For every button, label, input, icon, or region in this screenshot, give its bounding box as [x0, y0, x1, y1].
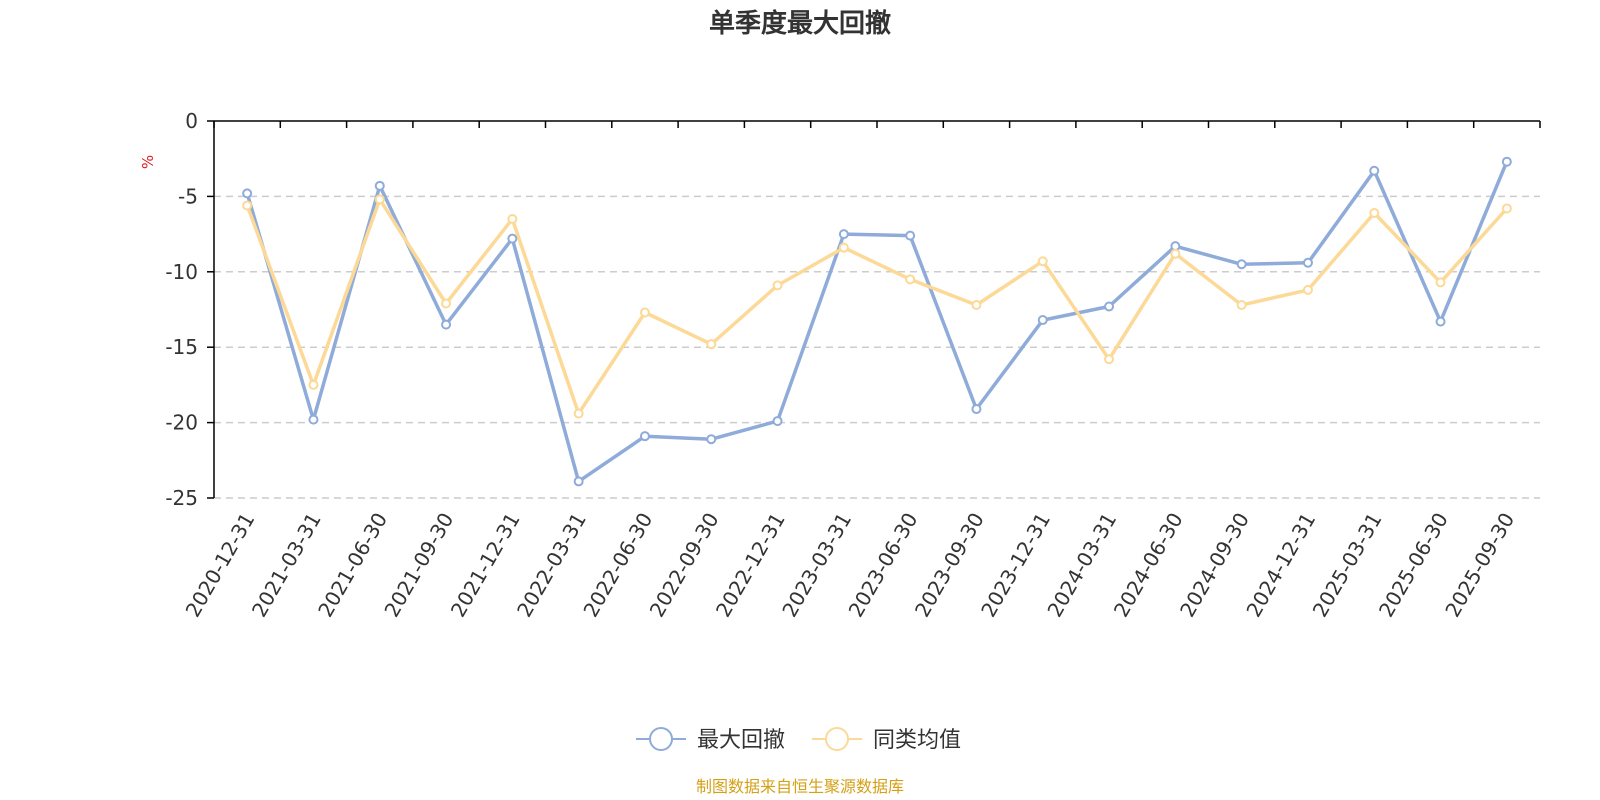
series-markers-1 — [242, 156, 1512, 487]
data-point — [772, 280, 783, 291]
data-point — [838, 229, 849, 240]
x-tick-label: 2024-09-30 — [1175, 509, 1254, 622]
data-point — [573, 476, 584, 487]
x-tick-label: 2022-03-31 — [512, 509, 591, 622]
x-tick-label: 2023-06-30 — [844, 509, 923, 622]
x-tick-label: 2022-09-30 — [645, 509, 724, 622]
data-point — [1501, 156, 1512, 167]
data-point — [639, 307, 650, 318]
data-point — [1501, 203, 1512, 214]
data-point — [308, 379, 319, 390]
data-point — [1236, 259, 1247, 270]
data-point — [706, 434, 717, 445]
x-tick-label: 2023-12-31 — [976, 509, 1055, 622]
data-point — [838, 242, 849, 253]
series-1 — [245, 161, 1509, 484]
data-point — [507, 214, 518, 225]
x-tick-label: 2020-12-31 — [181, 509, 260, 622]
x-tick-label: 2023-03-31 — [777, 509, 856, 622]
series-markers-2 — [242, 194, 1512, 419]
data-point — [1037, 315, 1048, 326]
chart-title: 单季度最大回撤 — [709, 8, 891, 39]
x-tick-label: 2021-12-31 — [446, 509, 525, 622]
legend-label: 最大回撤 — [697, 728, 785, 753]
x-tick-label: 2022-12-31 — [711, 509, 790, 622]
y-tick-label: -10 — [165, 260, 198, 284]
data-point — [1435, 316, 1446, 327]
legend-item-2[interactable]: 同类均值 — [812, 727, 961, 753]
data-point — [905, 230, 916, 241]
x-tick-label: 2025-09-30 — [1440, 509, 1519, 622]
data-point — [242, 188, 253, 199]
x-tick-label: 2021-06-30 — [313, 509, 392, 622]
series-line — [245, 197, 1509, 416]
x-tick-label: 2025-03-31 — [1308, 509, 1387, 622]
source-note: 制图数据来自恒生聚源数据库 — [696, 777, 904, 796]
series-2 — [245, 197, 1509, 416]
data-point — [1369, 165, 1380, 176]
legend-label: 同类均值 — [873, 728, 961, 753]
data-point — [1236, 299, 1247, 310]
data-point — [374, 180, 385, 191]
data-point — [971, 299, 982, 310]
data-point — [573, 408, 584, 419]
series-layer — [242, 156, 1512, 487]
data-point — [1369, 207, 1380, 218]
legend[interactable]: 最大回撤 同类均值 — [636, 727, 961, 753]
data-point — [308, 414, 319, 425]
y-tick-label: -20 — [165, 411, 198, 435]
data-point — [772, 416, 783, 427]
x-tick-label: 2024-06-30 — [1109, 509, 1188, 622]
axes: 0-5-10-15-20-252020-12-312021-03-312021-… — [165, 109, 1541, 622]
data-point — [441, 319, 452, 330]
data-point — [971, 404, 982, 415]
x-tick-label: 2022-06-30 — [578, 509, 657, 622]
legend-marker-icon — [649, 727, 673, 751]
data-point — [639, 431, 650, 442]
data-point — [374, 194, 385, 205]
data-point — [1170, 248, 1181, 259]
y-tick-label: -25 — [165, 486, 198, 510]
data-point — [905, 274, 916, 285]
data-point — [1435, 277, 1446, 288]
legend-item-1[interactable]: 最大回撤 — [636, 727, 785, 753]
x-tick-label: 2021-09-30 — [379, 509, 458, 622]
data-point — [1104, 301, 1115, 312]
data-point — [706, 339, 717, 350]
x-tick-label: 2021-03-31 — [247, 509, 326, 622]
series-line — [245, 161, 1509, 484]
grid-lines — [214, 195, 1540, 499]
data-point — [1302, 257, 1313, 268]
data-point — [1104, 354, 1115, 365]
x-tick-label: 2024-03-31 — [1042, 509, 1121, 622]
x-tick-label: 2024-12-31 — [1241, 509, 1320, 622]
data-point — [242, 200, 253, 211]
data-point — [1302, 284, 1313, 295]
legend-marker-icon — [825, 727, 849, 751]
y-tick-label: 0 — [185, 109, 198, 133]
y-tick-label: -15 — [165, 335, 198, 359]
x-tick-label: 2023-09-30 — [910, 508, 989, 621]
data-point — [441, 298, 452, 309]
data-point — [507, 233, 518, 244]
x-tick-label: 2025-06-30 — [1374, 509, 1453, 622]
y-axis-unit-label: % — [139, 155, 157, 169]
data-point — [1037, 256, 1048, 267]
y-tick-label: -5 — [178, 184, 198, 208]
